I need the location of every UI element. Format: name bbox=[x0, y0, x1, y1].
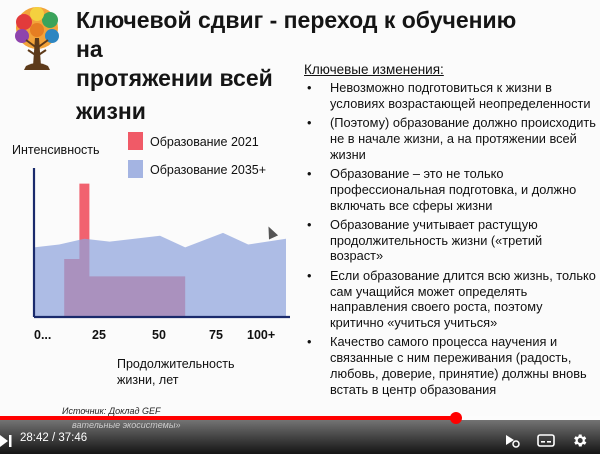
time-total: 37:46 bbox=[58, 432, 88, 444]
x-tick-label: 0... bbox=[34, 328, 51, 342]
x-tick-labels: 0... 25 50 75 100+ bbox=[34, 328, 275, 342]
key-changes-list: • Невозможно подготовиться к жизни в усло… bbox=[304, 80, 596, 401]
tree-logo-icon bbox=[15, 7, 59, 70]
x-tick-label: 75 bbox=[209, 328, 223, 342]
key-change-text: (Поэтому) образование должно происходить… bbox=[330, 115, 596, 162]
bullet-icon: • bbox=[307, 165, 312, 181]
video-progress-bar[interactable] bbox=[0, 412, 600, 424]
key-change-text: Образование – это не только профессионал… bbox=[330, 165, 577, 213]
key-change-item: • Образование – это не только профессиона… bbox=[304, 166, 596, 213]
legend-swatch bbox=[128, 160, 143, 178]
series-2035-area bbox=[34, 232, 286, 317]
key-change-item: • Если образование длится всю жизнь, толь… bbox=[304, 268, 596, 331]
x-tick-label: 100+ bbox=[247, 328, 275, 342]
x-tick-label: 25 bbox=[92, 328, 106, 342]
time-separator: / bbox=[48, 432, 59, 444]
video-progress-handle[interactable] bbox=[450, 412, 462, 424]
bullet-icon: • bbox=[307, 267, 312, 283]
key-change-item: • Качество самого процесса научения и свя… bbox=[304, 334, 596, 397]
education-intensity-chart: Интенсивность Образование 2021Образовани… bbox=[12, 132, 290, 387]
key-change-item: • Образование учитывает растущую продолжи… bbox=[304, 217, 596, 264]
video-player-controls bbox=[0, 420, 600, 454]
video-time-display: 28:42 / 37:46 bbox=[20, 432, 87, 444]
subtitles-icon[interactable] bbox=[537, 434, 555, 447]
legend-label: Образование 2021 bbox=[150, 135, 259, 149]
key-change-item: • (Поэтому) образование должно происходит… bbox=[304, 115, 596, 162]
chart-axes bbox=[32, 168, 290, 319]
key-change-text: Если образование длится всю жизнь, тольк… bbox=[330, 267, 596, 331]
x-axis-label-line1: Продолжительность bbox=[117, 357, 235, 371]
key-change-text: Образование учитывает растущую продолжит… bbox=[330, 216, 543, 264]
bullet-icon: • bbox=[307, 334, 312, 350]
next-video-icon[interactable] bbox=[0, 434, 12, 448]
key-change-text: Невозможно подготовиться к жизни в услов… bbox=[330, 80, 591, 111]
bullet-icon: • bbox=[307, 80, 312, 95]
miniplayer-icon[interactable] bbox=[502, 432, 520, 448]
key-change-item: • Невозможно подготовиться к жизни в усло… bbox=[304, 80, 596, 112]
video-progress-fill bbox=[0, 416, 456, 420]
chart-legend: Образование 2021 Образование 2035+ bbox=[128, 132, 266, 178]
key-changes-title: Ключевые изменения: bbox=[304, 62, 444, 77]
slide: Ключевой сдвиг - переход к обучению на пр… bbox=[12, 7, 596, 416]
x-axis-label-line2: жизни, лет bbox=[117, 373, 179, 387]
y-axis-label: Интенсивность bbox=[12, 143, 100, 157]
slide-title: Ключевой сдвиг - переход к обучению на пр… bbox=[76, 7, 517, 124]
key-change-text: Качество самого процесса научения и связ… bbox=[330, 334, 587, 397]
source-line-1: Источник: Доклад GEF bbox=[62, 406, 161, 416]
chart-areas bbox=[34, 183, 286, 317]
legend-swatch bbox=[128, 132, 143, 150]
legend-label: Образование 2035+ bbox=[150, 163, 266, 177]
bullet-icon: • bbox=[307, 216, 312, 232]
settings-gear-icon[interactable] bbox=[571, 432, 588, 449]
time-current: 28:42 bbox=[20, 432, 49, 444]
bullet-icon: • bbox=[307, 115, 312, 131]
source-line-2: вательные экосистемы» bbox=[72, 420, 181, 430]
x-tick-label: 50 bbox=[152, 328, 166, 342]
